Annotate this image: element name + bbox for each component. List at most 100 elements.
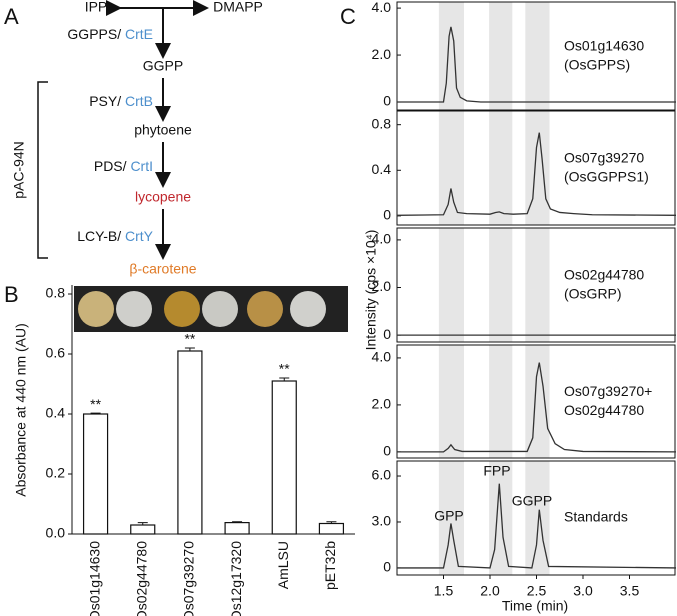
retention-window — [438, 111, 464, 225]
significance: ** — [184, 331, 195, 347]
x-tick-label: 2.0 — [480, 583, 500, 599]
error-bar — [90, 412, 101, 414]
y-tick-label: 0 — [383, 326, 391, 342]
enzyme: GGPPS/ CrtE — [67, 26, 153, 42]
node: GGPP — [143, 58, 183, 74]
chromatogram — [397, 26, 676, 103]
x-tick-label: 1.5 — [434, 583, 454, 599]
sample-label: Os02g44780 — [564, 402, 644, 418]
peak-label: GPP — [434, 508, 464, 524]
peak-label: GGPP — [512, 493, 552, 509]
y-tick-label: 0.4 — [372, 161, 392, 177]
x-tick-label: 3.0 — [573, 583, 593, 599]
sample-label: Os02g44780 — [564, 267, 644, 283]
node: DMAPP — [213, 0, 263, 15]
y-tick-label: 0 — [383, 207, 391, 223]
sample-label: (OsGRP) — [564, 286, 622, 302]
y-tick-label: 0.8 — [372, 115, 392, 131]
pathway: IPP DMAPP GGPPS/ CrtE GGPP PSY/ CrtB phy… — [11, 0, 263, 277]
retention-window — [525, 461, 550, 575]
x-tick-label: Os01g14630 — [86, 541, 102, 616]
retention-window — [489, 345, 513, 458]
y-tick-label: 4.0 — [372, 231, 392, 247]
retention-window — [438, 345, 464, 458]
y-tick-label: 0 — [383, 443, 391, 459]
error-bar — [279, 377, 290, 381]
bar — [318, 522, 345, 535]
y-tick-label: 4.0 — [372, 349, 392, 365]
bar — [271, 380, 297, 535]
x-tick-label: Os12g17320 — [228, 541, 244, 616]
x-tick-label: pET32b — [322, 541, 338, 590]
significance: ** — [90, 396, 101, 412]
y-tick-label: 4.0 — [372, 0, 392, 15]
x-axis-label: Time (min) — [502, 598, 568, 614]
error-bar — [184, 347, 195, 351]
retention-window — [525, 2, 550, 110]
x-tick-label: 2.5 — [527, 583, 547, 599]
enzyme: PSY/ CrtB — [89, 93, 153, 109]
y-tick-label: 0.2 — [46, 465, 66, 481]
y-tick-label: 3.0 — [372, 513, 392, 529]
error-bar — [232, 521, 243, 523]
x-tick-label: 3.5 — [620, 583, 640, 599]
error-bar — [137, 522, 148, 525]
enzyme: LCY-B/ CrtY — [77, 228, 153, 244]
chromatogram — [396, 132, 677, 216]
panel-label: A — [4, 4, 19, 29]
x-tick-label: Os07g39270 — [181, 541, 197, 616]
enzyme: PDS/ CrtI — [94, 158, 153, 174]
panel-label: C — [340, 4, 356, 29]
y-axis-label: Intensity (cps ×10⁴) — [363, 230, 379, 351]
node: lycopene — [135, 189, 191, 205]
x-tick-label: AmLSU — [275, 541, 291, 589]
y-tick-label: 2.0 — [372, 278, 392, 294]
node: IPP — [85, 0, 108, 15]
panel-frame — [396, 1, 676, 111]
peak-label: FPP — [483, 463, 510, 479]
bracket — [37, 81, 48, 259]
y-tick-label: 6.0 — [372, 467, 392, 483]
significance: ** — [279, 361, 290, 377]
retention-window — [438, 228, 464, 342]
bar — [177, 350, 203, 535]
bar — [82, 413, 109, 535]
retention-window — [438, 461, 464, 575]
photo-strip — [74, 286, 348, 332]
retention-window — [489, 228, 513, 342]
plasmid-label: pAC-94N — [11, 141, 27, 199]
y-tick-label: 2.0 — [372, 46, 392, 62]
y-tick-label: 0.8 — [46, 285, 66, 301]
y-axis-label: Absorbance at 440 nm (AU) — [13, 323, 29, 497]
retention-window — [489, 111, 513, 225]
sample-label: Os07g39270+ — [564, 383, 652, 399]
sample-label: Os01g14630 — [564, 38, 644, 54]
y-tick-label: 2.0 — [372, 396, 392, 412]
x-tick-label: Os02g44780 — [133, 541, 149, 616]
chromatogram — [397, 483, 677, 569]
y-tick-label: 0 — [383, 559, 391, 575]
sample-label: (OsGGPPS1) — [564, 169, 649, 185]
sample-label: Standards — [564, 509, 628, 525]
chromatogram — [397, 362, 677, 453]
y-tick-label: 0.6 — [46, 345, 66, 361]
bar — [224, 521, 250, 535]
retention-window — [525, 345, 550, 458]
panel-frame — [396, 227, 676, 343]
error-bar — [326, 521, 337, 524]
sample-label: Os07g39270 — [564, 150, 644, 166]
sample-label: (OsGPPS) — [564, 57, 630, 73]
y-tick-label: 0.4 — [46, 405, 66, 421]
panel-label: B — [4, 282, 19, 307]
retention-window — [525, 228, 550, 342]
panel-frame — [396, 344, 676, 459]
y-tick-label: 0.0 — [46, 525, 66, 541]
retention-window — [489, 2, 513, 110]
bar — [130, 524, 156, 535]
retention-window — [438, 2, 464, 110]
y-tick-label: 0 — [383, 93, 391, 109]
node: β-carotene — [129, 261, 196, 277]
panel-frame — [396, 110, 676, 226]
node: phytoene — [134, 122, 192, 138]
